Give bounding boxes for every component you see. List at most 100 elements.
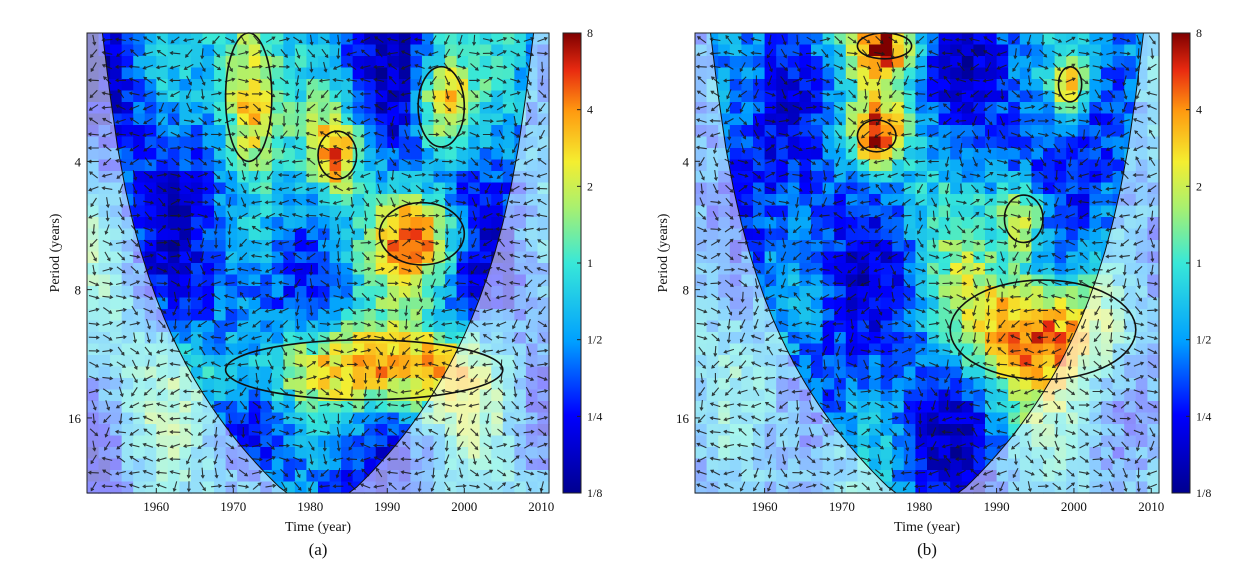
phase-arrow — [457, 441, 464, 451]
heatmap-cell — [1112, 113, 1125, 126]
phase-arrow — [211, 118, 223, 123]
heatmap-cell — [410, 217, 423, 230]
heatmap-cell — [225, 332, 238, 345]
phase-arrow — [486, 197, 491, 209]
heatmap-cell — [294, 33, 308, 46]
phase-arrow — [295, 291, 300, 303]
phase-arrow — [360, 36, 371, 43]
phase-arrow — [128, 443, 140, 448]
phase-arrow — [237, 362, 249, 367]
phase-arrow — [169, 64, 181, 70]
heatmap-cell — [961, 251, 974, 264]
phase-arrow — [115, 104, 126, 110]
phase-arrow — [428, 158, 439, 165]
heatmap-cell — [811, 67, 824, 80]
heatmap-cell — [410, 205, 423, 218]
heatmap-cell — [179, 113, 192, 126]
phase-arrow — [266, 428, 276, 436]
phase-arrow — [131, 359, 138, 370]
phase-arrow — [306, 157, 316, 166]
heatmap-cell — [329, 251, 342, 264]
phase-arrow — [104, 251, 111, 262]
phase-arrow — [265, 483, 277, 488]
heatmap-cell — [387, 136, 400, 149]
phase-arrow — [336, 427, 341, 439]
heatmap-cell — [822, 343, 835, 356]
heatmap-cell — [776, 148, 789, 161]
heatmap-cell — [996, 286, 1009, 299]
heatmap-cell — [375, 366, 388, 379]
heatmap-cell — [468, 113, 481, 126]
phase-arrow — [377, 170, 382, 181]
phase-arrow — [511, 401, 520, 410]
heatmap-cell — [248, 33, 261, 46]
heatmap-cell — [398, 355, 411, 368]
heatmap-cell — [387, 240, 400, 253]
phase-arrow — [414, 172, 426, 177]
heatmap-cell — [468, 56, 481, 69]
heatmap-cell — [387, 148, 400, 161]
heatmap-cell — [294, 343, 308, 356]
heatmap-cell — [1043, 56, 1056, 69]
heatmap-cell — [283, 366, 296, 379]
heatmap-cell — [764, 148, 777, 161]
phase-arrow — [513, 386, 518, 398]
heatmap-cell — [306, 435, 319, 448]
heatmap-cell — [433, 159, 446, 172]
heatmap-cell — [352, 424, 365, 437]
heatmap-cell — [1101, 125, 1114, 138]
heatmap-cell — [753, 217, 766, 230]
phase-arrow — [143, 266, 154, 274]
heatmap-cell — [341, 113, 354, 126]
heatmap-cell — [167, 240, 180, 253]
heatmap-cell — [375, 136, 388, 149]
phase-arrow — [416, 400, 424, 410]
phase-arrow — [239, 400, 248, 410]
heatmap-cell — [421, 205, 435, 218]
phase-arrow — [430, 291, 436, 303]
phase-arrow — [429, 225, 439, 234]
phase-arrow — [336, 224, 341, 236]
heatmap-cell — [718, 44, 731, 57]
heatmap-cell — [364, 125, 377, 138]
heatmap-cell — [1089, 205, 1102, 218]
heatmap-cell — [869, 297, 882, 310]
heatmap-cell — [502, 113, 515, 126]
phase-arrow — [427, 403, 439, 408]
phase-arrow — [374, 89, 384, 98]
heatmap-cell — [961, 458, 974, 471]
heatmap-cell — [903, 228, 916, 241]
phase-arrow — [363, 183, 369, 195]
heatmap-cell — [156, 228, 169, 241]
phase-arrow — [155, 402, 167, 408]
heatmap-cell — [364, 389, 377, 402]
heatmap-cell — [834, 194, 847, 207]
heatmap-cell — [857, 171, 870, 184]
heatmap-cell — [364, 194, 377, 207]
phase-arrow — [142, 132, 154, 138]
heatmap-cell — [352, 447, 365, 460]
phase-arrow — [292, 389, 304, 395]
phase-arrow — [252, 320, 262, 328]
heatmap-cell — [260, 171, 273, 184]
heatmap-cell — [1019, 67, 1032, 80]
heatmap-cell — [950, 194, 963, 207]
phase-arrow — [389, 157, 397, 167]
phase-arrow — [362, 197, 370, 207]
heatmap-cell — [880, 309, 893, 322]
heatmap-cell — [479, 79, 492, 92]
phase-arrow — [267, 372, 273, 384]
heatmap-cell — [433, 366, 446, 379]
heatmap-cell — [421, 286, 435, 299]
heatmap-cell — [822, 332, 835, 345]
phase-arrow — [251, 430, 263, 435]
heatmap-cell — [306, 148, 319, 161]
heatmap-cell — [445, 56, 458, 69]
phase-arrow — [374, 428, 384, 436]
phase-arrow — [404, 318, 409, 330]
heatmap-cell — [1019, 366, 1032, 379]
phase-arrow — [186, 481, 191, 493]
heatmap-cell — [410, 378, 423, 391]
phase-arrow — [523, 158, 534, 165]
heatmap-cell — [156, 67, 169, 80]
